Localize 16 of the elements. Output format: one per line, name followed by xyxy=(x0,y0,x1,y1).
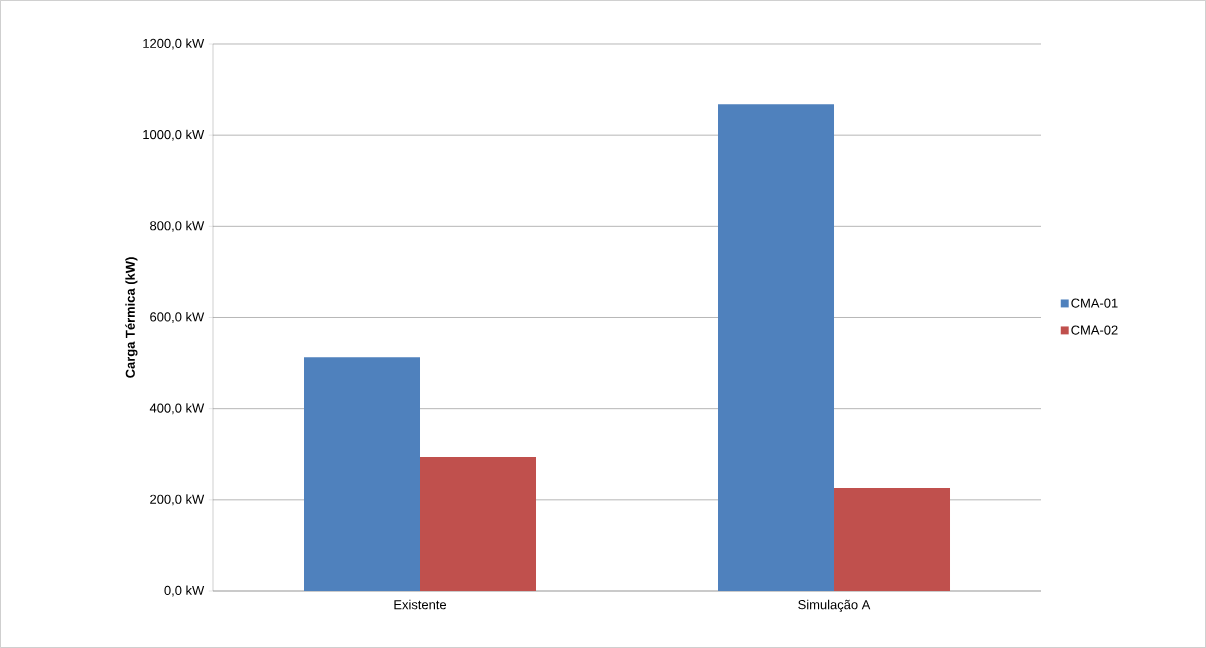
bar xyxy=(304,357,420,591)
bar xyxy=(718,104,835,591)
bar xyxy=(420,456,536,591)
y-tick-label: 1200,0 kW xyxy=(143,38,205,50)
x-tick-label: Existente xyxy=(394,599,447,610)
y-tick-label: 600,0 kW xyxy=(150,311,205,324)
legend-label: CMA-02 xyxy=(1071,325,1118,335)
y-tick-label: 400,0 kW xyxy=(149,403,205,415)
y-tick-label: 1000,0 kW xyxy=(143,129,205,141)
legend-label: CMA-01 xyxy=(1071,298,1118,308)
y-tick-label: 200,0 kW xyxy=(150,494,205,506)
y-tick-label: 800,0 kW xyxy=(150,220,205,232)
y-axis-title: Carga Térmica (kW) xyxy=(125,257,138,378)
bar xyxy=(834,487,951,591)
x-tick-label: Simulação A xyxy=(798,599,871,612)
y-tick-label: 0,0 kW xyxy=(164,585,205,597)
